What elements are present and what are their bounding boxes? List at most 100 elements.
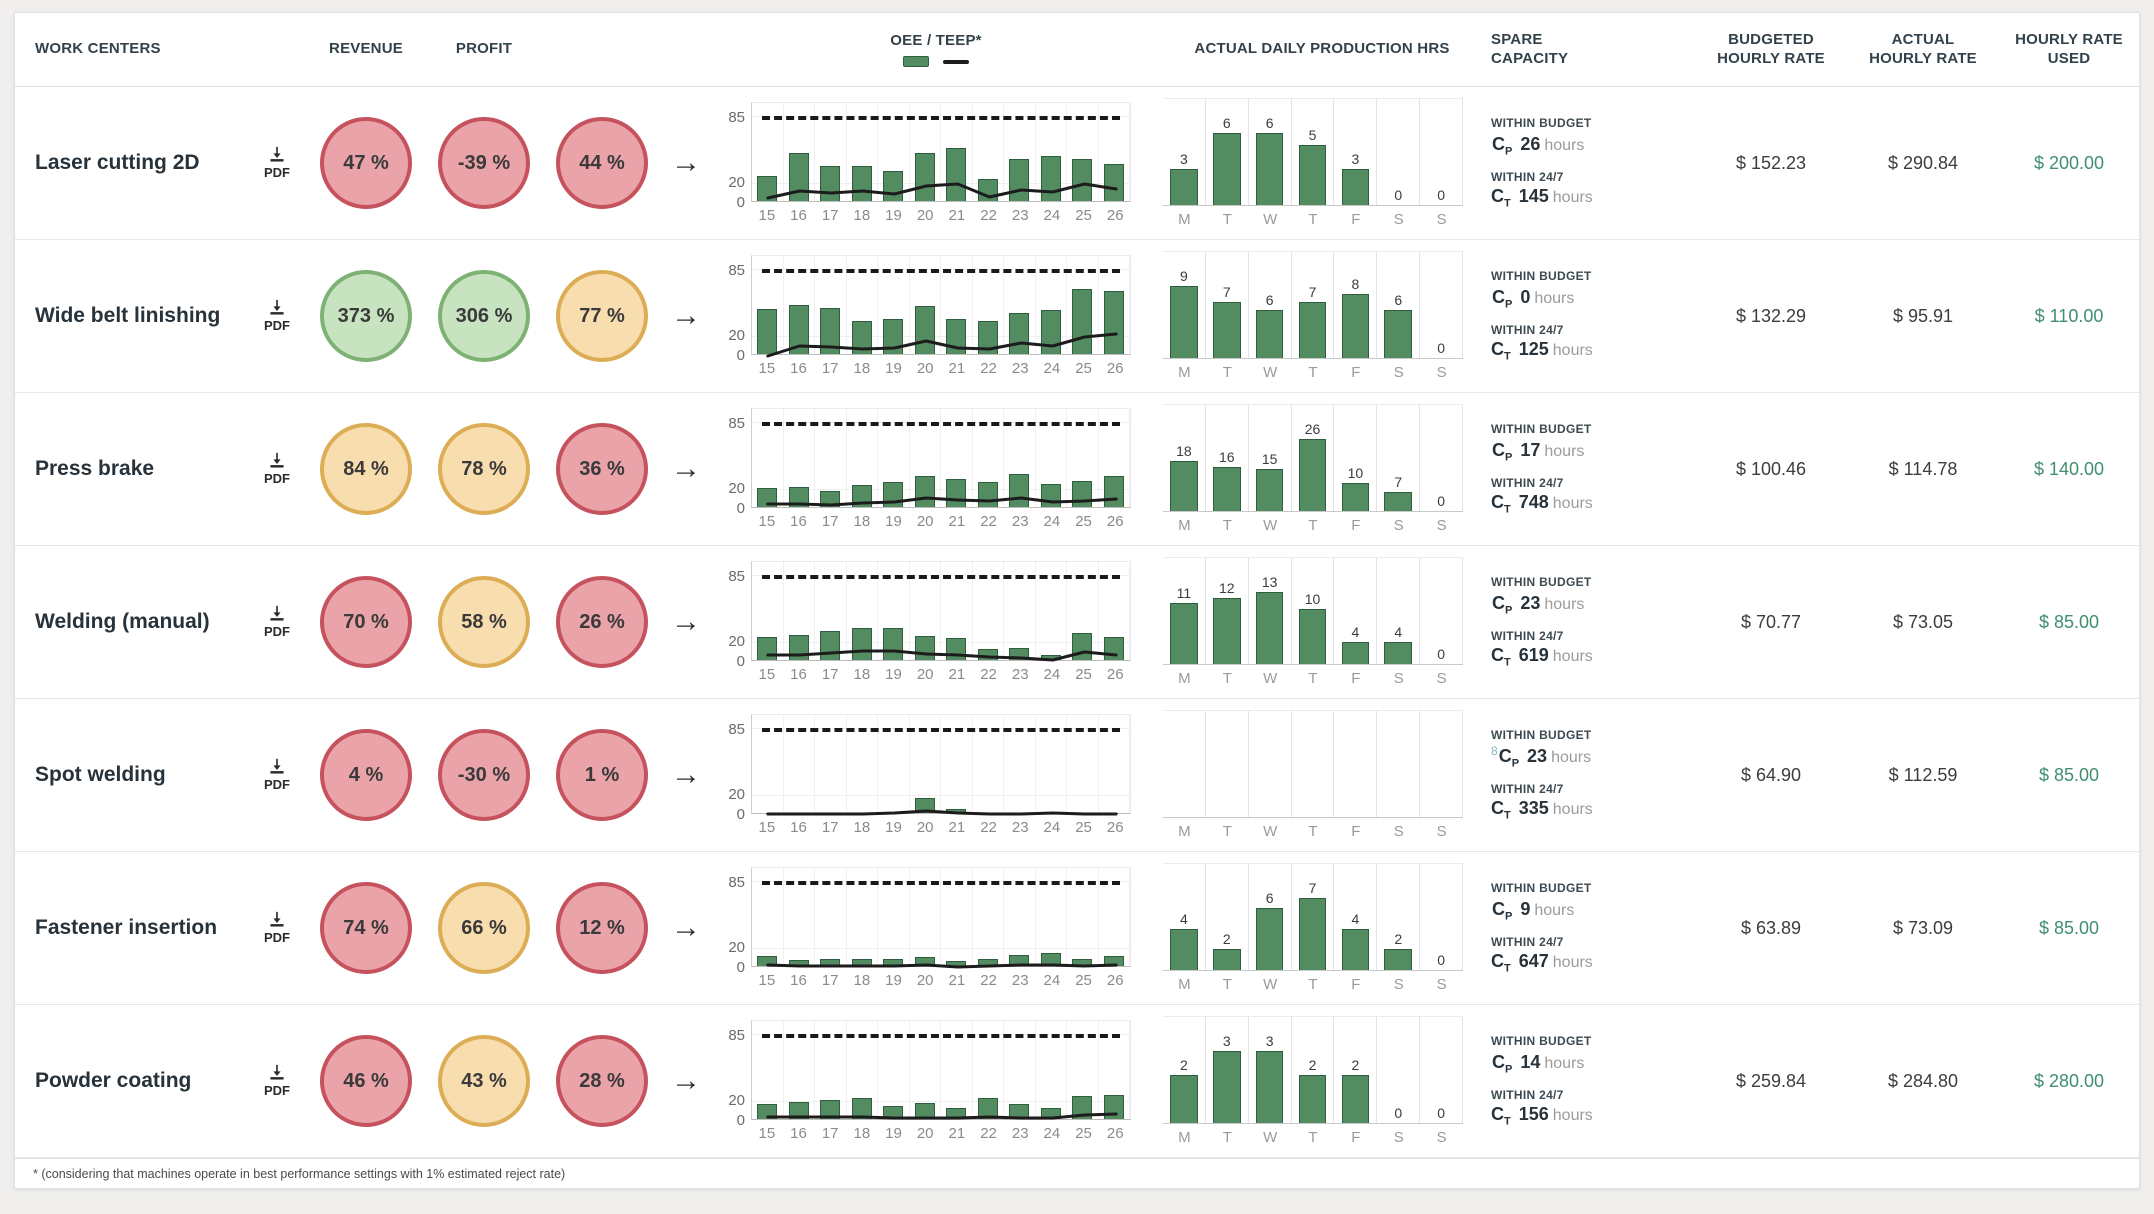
oee-teep-title: OEE / TEEP* — [890, 31, 982, 49]
oee-value: 28 % — [579, 1069, 625, 1092]
pdf-download-button[interactable]: PDF — [247, 758, 307, 792]
teep-legend-line-icon — [943, 59, 969, 64]
work-center-row: Powder coating PDF 46 % 43 % 28 % → 85 20… — [15, 1005, 2139, 1158]
actual-hourly-rate: $ 112.59 — [1888, 764, 1958, 785]
daily-bar — [1170, 169, 1198, 205]
budgeted-hourly-rate: $ 63.89 — [1740, 917, 1802, 938]
revenue-value: 4 % — [348, 763, 384, 786]
daily-bar — [1341, 294, 1370, 358]
oee-x-axis: 15 16 17 18 19 20 21 22 23 24 25 26 — [758, 1125, 1124, 1142]
stray-superscript: 8 — [1491, 744, 1498, 759]
budgeted-hourly-rate: $ 64.90 — [1740, 764, 1802, 785]
teep-line — [766, 963, 1118, 969]
daily-bar — [1212, 598, 1241, 664]
oee-bar-slot — [973, 868, 1004, 966]
cp-hours: CP 23 hours — [1492, 593, 1585, 617]
row-expand-arrow[interactable]: → — [671, 146, 701, 179]
oee-target-line — [762, 269, 1120, 273]
col-header-actual-rate: ACTUAL HOURLY RATE — [1869, 30, 1977, 67]
daily-value-label: 0 — [1437, 952, 1445, 968]
spare-capacity-cell: WITHIN BUDGET 8CP 23 hours WITHIN 24/7 CT 3… — [1483, 728, 1695, 821]
oee-bar — [883, 1106, 903, 1119]
daily-value-label: 4 — [1394, 624, 1403, 640]
oee-bar — [977, 649, 998, 660]
pdf-download-button[interactable]: PDF — [247, 605, 307, 639]
daily-bar-slot: 2 — [1163, 1017, 1206, 1123]
daily-bars: 11 12 13 10 4 4 0 — [1163, 557, 1464, 665]
daily-value-label: 6 — [1265, 115, 1274, 131]
oee-bar — [1103, 956, 1124, 966]
daily-value-label: 5 — [1308, 127, 1317, 143]
cp-hours: CP 14 hours — [1492, 1052, 1585, 1076]
oee-value: 12 % — [579, 916, 625, 939]
oee-teep-chart: 85 20 0 15 16 17 18 19 20 21 22 23 24 25 26 — [711, 1020, 1161, 1142]
oee-y-axis: 85 20 0 — [728, 109, 745, 211]
hourly-rate-used: $ 85.00 — [2038, 764, 2100, 785]
daily-bar — [1255, 469, 1284, 511]
table-header: WORK CENTERS REVENUE PROFIT OEE / TEEP* … — [15, 13, 2139, 87]
daily-value-label: 16 — [1219, 449, 1235, 465]
revenue-value: 47 % — [343, 151, 389, 174]
daily-value-label: 18 — [1176, 443, 1192, 459]
oee-bar-slot — [1099, 868, 1130, 966]
row-expand-arrow[interactable]: → — [671, 758, 701, 791]
pdf-download-button[interactable]: PDF — [247, 1064, 307, 1098]
profit-kpi-circle: -30 % — [438, 729, 530, 821]
oee-bar — [820, 1100, 840, 1119]
spare-capacity-cell: WITHIN BUDGET CP 23 hours WITHIN 24/7 CT 61… — [1483, 575, 1695, 668]
pdf-download-button[interactable]: PDF — [247, 452, 307, 486]
within-247-label: WITHIN 24/7 — [1491, 629, 1564, 643]
daily-value-label: 3 — [1351, 151, 1360, 167]
daily-value-label: 3 — [1222, 1033, 1231, 1049]
pdf-download-button[interactable]: PDF — [247, 911, 307, 945]
within-247-label: WITHIN 24/7 — [1491, 782, 1564, 796]
oee-bar-slot — [973, 562, 1004, 660]
daily-bar-slot: 10 — [1334, 405, 1378, 511]
daily-bar — [1212, 949, 1241, 970]
row-expand-arrow[interactable]: → — [671, 299, 701, 332]
row-expand-arrow[interactable]: → — [671, 452, 701, 485]
daily-bar-slot: 2 — [1377, 864, 1421, 970]
work-center-name: Wide belt linishing — [35, 304, 221, 327]
revenue-value: 46 % — [343, 1069, 389, 1092]
row-expand-arrow[interactable]: → — [671, 911, 701, 944]
daily-bar-slot: 9 — [1163, 252, 1206, 358]
daily-bar-slot: 3 — [1334, 99, 1378, 205]
daily-bar — [1384, 642, 1413, 664]
oee-bar — [851, 1098, 872, 1119]
profit-kpi-circle: 306 % — [438, 270, 530, 362]
col-header-oee-teep: OEE / TEEP* — [711, 32, 1161, 68]
daily-bar-slot: 3 — [1206, 1017, 1249, 1123]
oee-bar-slot — [752, 256, 784, 354]
daily-bar-slot: 8 — [1334, 252, 1378, 358]
daily-value-label: 12 — [1219, 580, 1235, 596]
daily-bar-slot: 11 — [1163, 558, 1206, 664]
spare-capacity-cell: WITHIN BUDGET CP 14 hours WITHIN 24/7 CT 15… — [1483, 1034, 1695, 1127]
oee-bar — [757, 488, 777, 507]
oee-bar — [883, 959, 903, 966]
row-expand-arrow[interactable]: → — [671, 605, 701, 638]
oee-bar-slot — [1004, 1021, 1036, 1119]
daily-bar — [1298, 1075, 1327, 1123]
oee-bar-slot — [1036, 868, 1067, 966]
daily-bar-slot: 2 — [1292, 1017, 1335, 1123]
daily-value-label: 7 — [1394, 474, 1403, 490]
oee-bar — [946, 1108, 966, 1119]
daily-value-label: 11 — [1176, 585, 1192, 601]
daily-value-label: 6 — [1265, 890, 1274, 906]
pdf-download-button[interactable]: PDF — [247, 299, 307, 333]
row-expand-arrow[interactable]: → — [671, 1064, 701, 1097]
daily-bar-slot: 4 — [1163, 864, 1206, 970]
pdf-download-button[interactable]: PDF — [247, 146, 307, 180]
oee-bar-slot — [784, 103, 815, 201]
daily-bar-slot: 7 — [1292, 864, 1335, 970]
daily-bar-slot — [1249, 711, 1292, 817]
hourly-rate-used: $ 140.00 — [2033, 458, 2105, 479]
spare-capacity-cell: WITHIN BUDGET CP 9 hours WITHIN 24/7 CT 647… — [1483, 881, 1695, 974]
oee-bar-slot — [815, 256, 847, 354]
daily-bar — [1255, 592, 1284, 664]
